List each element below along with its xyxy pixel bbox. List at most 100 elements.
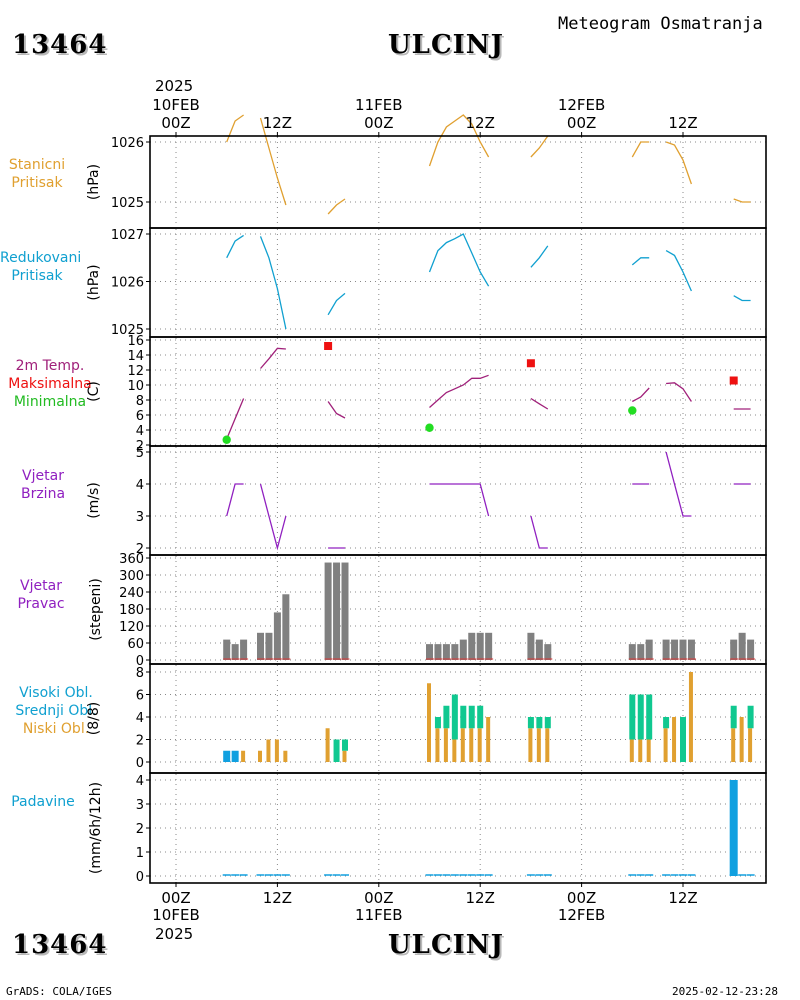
clouds-label: Visoki Obl. Srednji Obl. Niski Obl. xyxy=(0,684,112,738)
x-tick-label-top: 00Z xyxy=(364,114,393,132)
wind-dir-bar xyxy=(544,644,552,660)
series-line xyxy=(733,295,751,302)
series-line xyxy=(665,451,692,517)
low-cloud-bar xyxy=(739,717,744,762)
y-tick-label: 240 xyxy=(119,586,144,601)
low-cloud-bar xyxy=(258,750,262,762)
panel-frame xyxy=(149,445,767,556)
low-cloud-bar xyxy=(629,739,634,762)
precip-label: Padavine xyxy=(6,793,80,811)
wind-dir-bar xyxy=(265,632,273,660)
wind-dir-bar xyxy=(434,644,442,660)
series-line xyxy=(259,483,287,551)
mid-cloud-bar xyxy=(477,705,484,729)
y-tick-label: 16 xyxy=(127,334,144,349)
units-label: (hPa) xyxy=(86,264,102,300)
series-line xyxy=(226,234,244,259)
units-label: (8/8) xyxy=(86,702,102,735)
series-line xyxy=(530,515,548,549)
panel-frame xyxy=(149,135,767,229)
mid-cloud-bar xyxy=(646,694,653,740)
y-tick-label: 1025 xyxy=(111,323,144,338)
year-label-top: 2025 xyxy=(155,77,194,95)
wind-dir-bar xyxy=(426,644,433,660)
units-label: (hPa) xyxy=(86,164,102,200)
wind-dir-bar xyxy=(324,562,332,660)
wind-dir-label-line1: Vjetar xyxy=(20,578,62,594)
x-tick-label-top: 00Z xyxy=(161,114,190,132)
temperature-label-line3: Minimalna xyxy=(13,394,87,410)
y-tick-label: 1 xyxy=(136,846,144,861)
series-line xyxy=(631,141,650,158)
x-tick-label-top: 12Z xyxy=(668,114,697,132)
station-name-top: ULCINJ xyxy=(388,30,504,60)
series-line xyxy=(260,347,286,369)
mid-cloud-bar xyxy=(333,739,340,762)
mid-cloud-bar xyxy=(468,705,475,729)
units-label: (C) xyxy=(86,381,102,402)
wind-dir-bar xyxy=(223,639,231,660)
high-cloud-bar xyxy=(223,750,231,762)
y-tick-label: 1025 xyxy=(111,196,144,211)
wind-speed-label-line1: Vjetar xyxy=(22,468,64,484)
x-tick-label-bottom: 12Z xyxy=(668,889,697,907)
precip-bar xyxy=(729,780,738,876)
wind-dir-bar xyxy=(662,639,670,660)
wind-dir-bar xyxy=(679,639,687,660)
series-line xyxy=(665,141,693,185)
units-label: (m/s) xyxy=(86,482,102,519)
y-tick-label: 180 xyxy=(119,603,144,618)
x-tick-label-bottom: 00Z xyxy=(364,889,393,907)
mid-cloud-bar xyxy=(536,717,543,729)
reduced-pressure-label: Redukovani Pritisak xyxy=(0,249,81,285)
wind-dir-bar xyxy=(257,632,264,660)
low-cloud-bar xyxy=(477,728,482,762)
mid-cloud-bar xyxy=(629,694,636,740)
temperature-label: 2m Temp. Maksimalna Minimalna xyxy=(0,357,100,411)
y-tick-label: 6 xyxy=(136,689,144,704)
low-cloud-bar xyxy=(528,728,533,762)
temperature-label-line1: 2m Temp. xyxy=(15,358,85,374)
y-tick-label: 2 xyxy=(136,734,144,749)
x-tick-label-top: 00Z xyxy=(567,114,596,132)
x-date-label-bottom: 11FEB xyxy=(355,906,402,924)
pressure-label: Stanicni Pritisak xyxy=(4,156,70,192)
mid-cloud-bar xyxy=(342,739,348,751)
y-tick-label: 0 xyxy=(136,870,144,885)
wind-dir-bar xyxy=(671,639,679,660)
series-line xyxy=(429,483,490,517)
mid-cloud-bar xyxy=(730,705,737,729)
y-tick-label: 14 xyxy=(127,349,144,364)
wind-dir-bar xyxy=(527,632,535,660)
wind-dir-bar xyxy=(637,644,645,660)
y-tick-label: 0 xyxy=(136,654,144,669)
max-temp-marker xyxy=(324,342,333,350)
wind-dir-bar xyxy=(687,639,695,660)
series-line xyxy=(226,483,244,517)
x-tick-label-bottom: 00Z xyxy=(567,889,596,907)
wind-dir-bar xyxy=(535,639,543,660)
series-line xyxy=(428,233,490,287)
y-tick-label: 4 xyxy=(136,424,144,439)
y-tick-label: 6 xyxy=(136,409,144,424)
wind-dir-bar xyxy=(628,644,636,660)
y-tick-label: 1026 xyxy=(111,136,144,151)
wind-speed-label-line2: Brzina xyxy=(20,486,66,502)
panel-frame xyxy=(149,772,767,884)
series-line xyxy=(666,382,692,402)
low-cloud-bar xyxy=(688,672,693,762)
wind-dir-bar xyxy=(240,639,248,660)
wind-dir-label-line2: Pravac xyxy=(17,596,65,612)
wind-dir-bar xyxy=(476,632,484,660)
mid-cloud-bar xyxy=(434,717,441,729)
series-line xyxy=(226,398,245,440)
series-line xyxy=(530,245,549,268)
low-cloud-bar xyxy=(443,728,448,762)
units-label: (mm/6h/12h) xyxy=(88,782,104,874)
low-cloud-bar xyxy=(435,728,440,762)
wind-dir-bar xyxy=(451,644,459,660)
mid-cloud-bar xyxy=(680,717,686,762)
low-cloud-bar xyxy=(427,683,431,762)
temperature-label-line2: Maksimalna xyxy=(8,376,92,392)
